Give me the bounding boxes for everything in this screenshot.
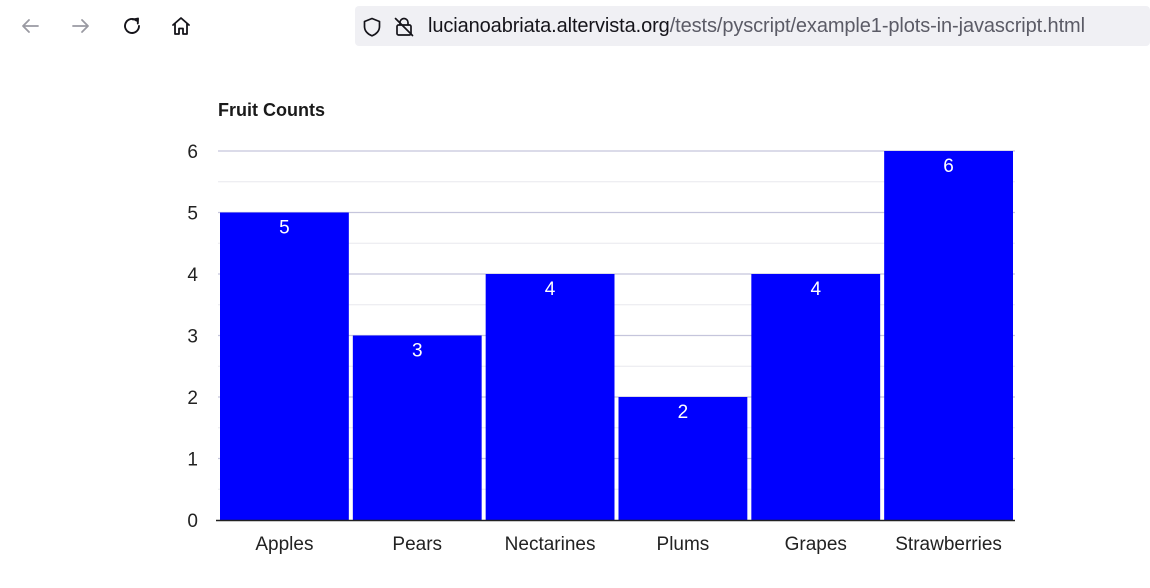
x-tick-label: Nectarines: [505, 534, 596, 555]
y-tick-label: 4: [187, 265, 198, 286]
y-tick-label: 5: [187, 204, 198, 225]
y-tick-label: 3: [187, 327, 198, 348]
back-arrow-icon: [22, 19, 39, 33]
shield-icon: [363, 17, 381, 37]
bar-pears[interactable]: [352, 335, 482, 521]
y-tick-label: 2: [187, 388, 198, 409]
x-tick-label: Strawberries: [895, 534, 1002, 555]
reload-icon: [124, 17, 140, 34]
tracking-protection-button[interactable]: [361, 16, 383, 38]
address-bar[interactable]: lucianoabriata.altervista.org/tests/pysc…: [355, 6, 1150, 46]
bar-value-label: 4: [545, 279, 556, 300]
bar-nectarines[interactable]: [485, 274, 615, 520]
forward-arrow-icon: [72, 19, 89, 33]
x-tick-label: Plums: [657, 534, 710, 555]
bar-apples[interactable]: [220, 212, 349, 521]
x-tick-label: Pears: [392, 534, 442, 555]
y-tick-label: 6: [187, 142, 198, 163]
home-icon: [172, 17, 190, 35]
bar-value-label: 6: [943, 156, 954, 177]
x-tick-label: Grapes: [785, 534, 847, 555]
x-tick-label: Apples: [255, 534, 313, 555]
back-button[interactable]: [14, 10, 46, 42]
lock-warning-icon: [394, 17, 414, 37]
bar-value-label: 4: [810, 279, 821, 300]
bar-plums[interactable]: [618, 397, 748, 520]
url-text[interactable]: lucianoabriata.altervista.org/tests/pysc…: [428, 15, 1085, 38]
url-domain: lucianoabriata.altervista.org: [428, 15, 670, 37]
browser-toolbar: lucianoabriata.altervista.org/tests/pysc…: [0, 0, 1150, 52]
x-axis-ticks: Apples Pears Nectarines Plums Grapes Strawber…: [255, 534, 1002, 555]
bar-chart: Fruit Counts 5 3 4 2 4 6 0 1 2 3 4 5 6 Apples Pears N…: [187, 100, 1015, 555]
bar-value-label: 5: [279, 218, 290, 239]
url-path: /tests/pyscript/example1-plots-in-javasc…: [669, 15, 1085, 37]
chart-container: Fruit Counts 5 3 4 2 4 6 0 1 2 3 4 5 6 Apples Pears N…: [0, 52, 1150, 583]
site-security-button[interactable]: [393, 16, 415, 38]
bars: 5 3 4 2 4 6: [220, 151, 1013, 520]
chart-title: Fruit Counts: [218, 100, 325, 120]
y-tick-label: 1: [187, 450, 198, 471]
y-tick-label: 0: [187, 511, 198, 532]
grid-lines: [218, 150, 1015, 490]
forward-button[interactable]: [65, 10, 97, 42]
bar-grapes[interactable]: [751, 274, 881, 520]
home-button[interactable]: [165, 10, 197, 42]
bar-value-label: 3: [412, 341, 423, 362]
y-axis-ticks: 0 1 2 3 4 5 6: [187, 142, 198, 532]
bar-strawberries[interactable]: [884, 151, 1013, 520]
reload-button[interactable]: [116, 10, 148, 42]
bar-value-label: 2: [678, 402, 689, 423]
